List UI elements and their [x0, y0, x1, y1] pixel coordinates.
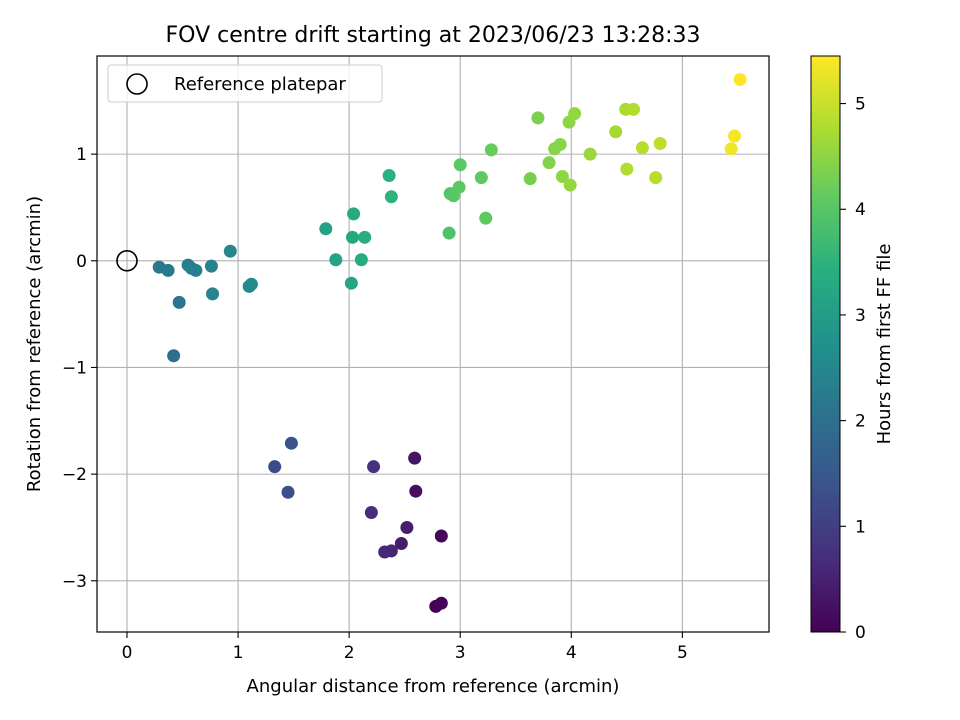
data-point — [367, 460, 381, 474]
x-axis-label: Angular distance from reference (arcmin) — [247, 676, 620, 697]
data-point — [172, 295, 186, 309]
data-point — [452, 180, 466, 194]
data-point — [161, 263, 175, 277]
data-point — [626, 102, 640, 116]
grid-lines — [97, 56, 769, 632]
data-point — [542, 156, 556, 170]
data-point — [281, 485, 295, 499]
y-axis-ticks: −3 −2 −1 0 1 — [62, 145, 97, 592]
colorbar-tick-label: 2 — [855, 412, 866, 432]
x-tick-label: 2 — [344, 643, 355, 663]
data-point — [553, 138, 567, 152]
colorbar-tick-label: 3 — [855, 306, 866, 326]
y-axis-label: Rotation from reference (arcmin) — [24, 196, 45, 492]
data-point — [649, 171, 663, 185]
reference-marker-layer — [116, 249, 138, 272]
data-point — [474, 171, 488, 185]
colorbar-ticks: 0 1 2 3 4 5 — [840, 95, 866, 643]
data-point — [523, 172, 537, 186]
data-point — [204, 259, 218, 273]
data-point — [653, 136, 667, 150]
data-point — [284, 436, 298, 450]
x-tick-label: 5 — [677, 643, 688, 663]
data-point — [442, 226, 456, 240]
data-point — [189, 263, 203, 277]
x-axis-ticks: 0 1 2 3 4 5 — [122, 632, 688, 663]
data-point — [728, 129, 742, 143]
data-point — [384, 190, 398, 204]
data-point — [206, 287, 220, 301]
reference-platepar-marker — [116, 249, 138, 272]
data-point — [268, 460, 282, 474]
y-tick-label: −1 — [62, 358, 87, 378]
colorbar-tick-label: 4 — [855, 200, 866, 220]
y-tick-label: 1 — [76, 145, 87, 165]
data-point — [555, 170, 569, 184]
data-point — [583, 147, 597, 161]
data-point — [635, 141, 649, 155]
data-point — [408, 451, 422, 465]
data-point — [347, 207, 361, 221]
data-point — [244, 277, 258, 291]
data-point — [345, 230, 359, 244]
x-tick-label: 0 — [122, 643, 133, 663]
data-point — [364, 506, 378, 520]
x-tick-label: 4 — [566, 643, 577, 663]
data-point — [378, 545, 392, 559]
data-point — [400, 520, 414, 534]
data-point — [531, 111, 545, 125]
plot-frame — [96, 55, 770, 633]
data-point — [568, 107, 582, 121]
legend-marker-open-circle — [126, 73, 148, 95]
data-point — [733, 72, 747, 86]
data-point — [319, 222, 333, 236]
legend-box — [107, 64, 383, 103]
colorbar-tick-label: 1 — [855, 517, 866, 537]
data-point — [344, 276, 358, 290]
y-tick-label: −3 — [62, 572, 87, 592]
colorbar-tick-label: 0 — [855, 623, 866, 643]
colorbar: 0 1 2 3 4 5 Hours from first FF file — [810, 55, 895, 643]
legend: Reference platepar — [107, 64, 383, 103]
data-point — [167, 349, 181, 363]
data-point — [434, 596, 448, 610]
data-points — [152, 72, 747, 613]
data-point — [484, 143, 498, 157]
legend-entry-label: Reference platepar — [174, 74, 346, 95]
data-point — [409, 484, 423, 498]
colorbar-gradient — [810, 55, 841, 633]
data-point — [609, 125, 623, 139]
data-point — [354, 253, 368, 267]
data-point — [358, 230, 372, 244]
data-point — [563, 178, 577, 192]
data-point — [394, 536, 408, 550]
data-point — [329, 253, 343, 267]
chart-title: FOV centre drift starting at 2023/06/23 … — [166, 23, 701, 48]
x-tick-label: 3 — [455, 643, 466, 663]
colorbar-label: Hours from first FF file — [874, 244, 895, 445]
data-point — [479, 211, 493, 225]
y-tick-label: 0 — [76, 252, 87, 272]
x-tick-label: 1 — [233, 643, 244, 663]
data-point — [434, 529, 448, 543]
data-point — [382, 168, 396, 182]
data-point — [453, 158, 467, 172]
data-point — [223, 244, 237, 258]
colorbar-tick-label: 5 — [855, 95, 866, 115]
y-tick-label: −2 — [62, 465, 87, 485]
data-point — [620, 162, 634, 176]
data-point — [724, 142, 738, 156]
